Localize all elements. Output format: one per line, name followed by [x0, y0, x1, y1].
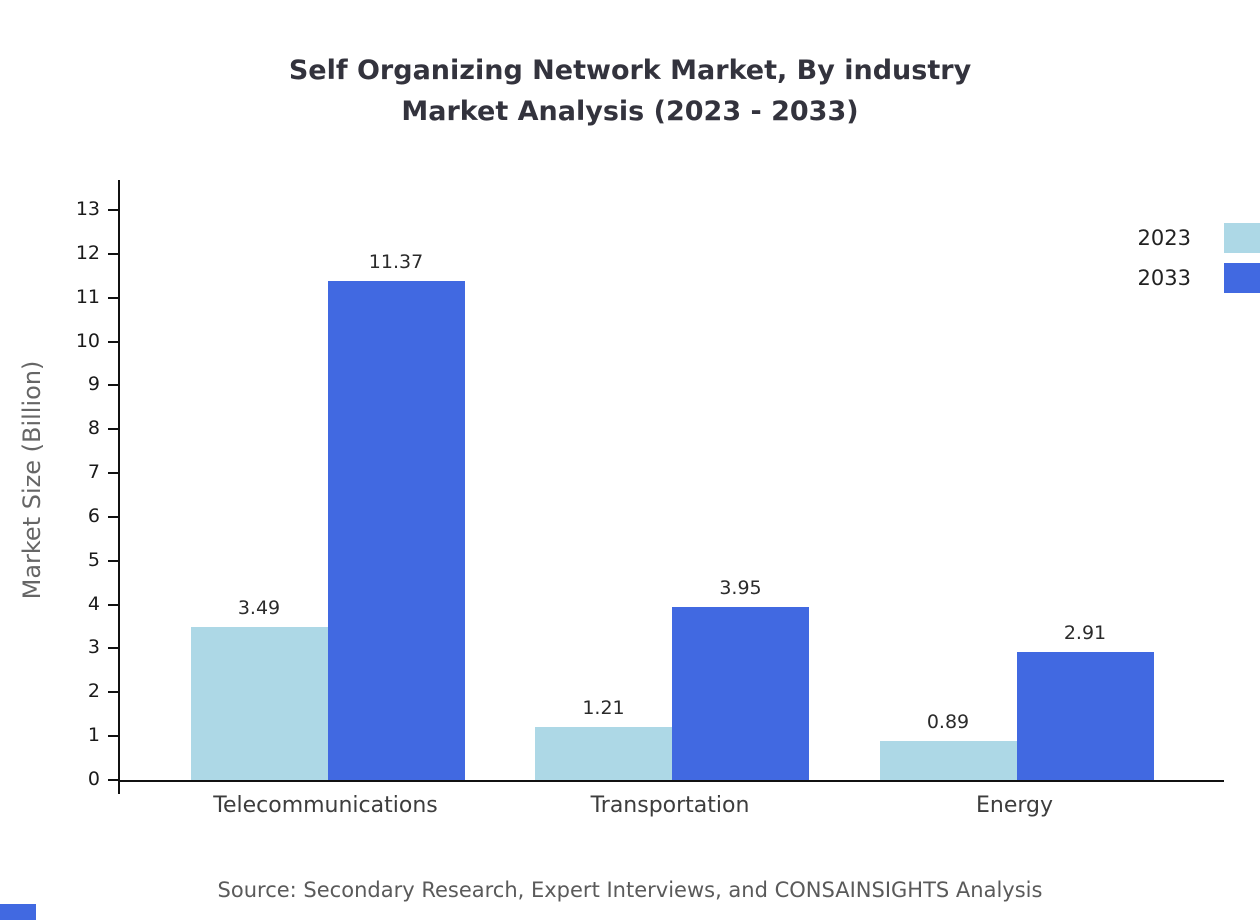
bar-2023-telecommunications: 3.49 [190, 597, 328, 780]
y-tick-label: 9 [87, 373, 100, 396]
legend-swatch-2033 [1224, 263, 1260, 293]
x-axis-category-label: Energy [975, 793, 1054, 818]
bar-value-label: 11.37 [368, 251, 424, 274]
legend-item-2023: 2023 [1138, 218, 1260, 258]
y-tick-label: 3 [87, 636, 100, 659]
y-tick-label: 4 [87, 592, 100, 615]
bar-group-energy: 0.89 2.91 [879, 622, 1154, 780]
y-tick-mark [108, 515, 118, 518]
y-tick-label: 7 [87, 461, 100, 484]
y-tick-label: 13 [75, 198, 100, 220]
bar-value-label: 3.49 [237, 596, 281, 619]
y-tick-label: 10 [75, 329, 100, 352]
x-axis-category-label: Transportation [590, 793, 750, 818]
y-tick-mark [108, 340, 118, 343]
y-tick-mark [108, 296, 118, 299]
y-axis-title: Market Size (Billion) [18, 360, 46, 600]
bar-2023-transportation: 1.21 [535, 697, 672, 780]
legend-label-2023: 2023 [1137, 226, 1191, 250]
legend: 2023 2033 [1138, 218, 1260, 298]
bar-2023-energy: 0.89 [879, 711, 1017, 780]
legend-label-2033: 2033 [1137, 266, 1191, 290]
x-axis-category-label: Telecommunications [213, 793, 438, 818]
bar-value-label: 1.21 [582, 696, 625, 719]
bar-group-transportation: 1.21 3.95 [535, 577, 809, 780]
bar-groups: 3.49 11.37 1.21 3.95 0.89 2.91 [120, 180, 1224, 780]
y-tick-label: 1 [87, 724, 100, 747]
bar-value-label: 2.91 [1063, 622, 1107, 645]
y-tick-label: 8 [87, 417, 100, 440]
y-tick-mark [108, 472, 118, 475]
legend-swatch-2023 [1224, 223, 1260, 253]
y-tick-mark [108, 559, 118, 562]
y-tick-mark [108, 691, 118, 694]
y-tick-label: 11 [75, 285, 100, 308]
x-labels: Telecommunications Transportation Energy [118, 793, 1222, 818]
corner-accent-square [0, 904, 36, 920]
bar-value-label: 3.95 [719, 576, 762, 599]
y-tick-label: 12 [75, 241, 100, 264]
chart-title: Self Organizing Network Market, By indus… [0, 50, 1260, 132]
y-tick-label: 0 [87, 768, 100, 790]
y-tick-mark [108, 384, 118, 387]
source-caption: Source: Secondary Research, Expert Inter… [217, 878, 1043, 902]
y-tick-mark [108, 252, 118, 255]
chart-title-line-1: Self Organizing Network Market, By indus… [288, 55, 972, 86]
y-tick-mark [108, 779, 118, 781]
y-tick-label: 5 [87, 548, 100, 571]
bar-value-label: 0.89 [926, 710, 970, 733]
legend-item-2033: 2033 [1138, 258, 1260, 298]
y-tick-label: 2 [87, 680, 100, 703]
bar-2033-transportation: 3.95 [672, 577, 809, 780]
plot-area: 3.49 11.37 1.21 3.95 0.89 2.91 0 1 2 3 4 5 6 7 8 9 10 11… [76, 180, 1224, 794]
y-tick-mark [108, 428, 118, 431]
y-tick-mark [108, 647, 118, 650]
bar-2033-energy: 2.91 [1016, 622, 1154, 780]
chart-title-line-2: Market Analysis (2023 - 2033) [401, 96, 859, 127]
bar-group-telecommunications: 3.49 11.37 [190, 251, 465, 780]
y-tick-label: 6 [87, 504, 100, 527]
y-tick-mark [108, 735, 118, 738]
bar-2033-telecommunications: 11.37 [327, 251, 465, 780]
y-tick-mark [108, 603, 118, 606]
y-tick-mark [108, 209, 118, 211]
